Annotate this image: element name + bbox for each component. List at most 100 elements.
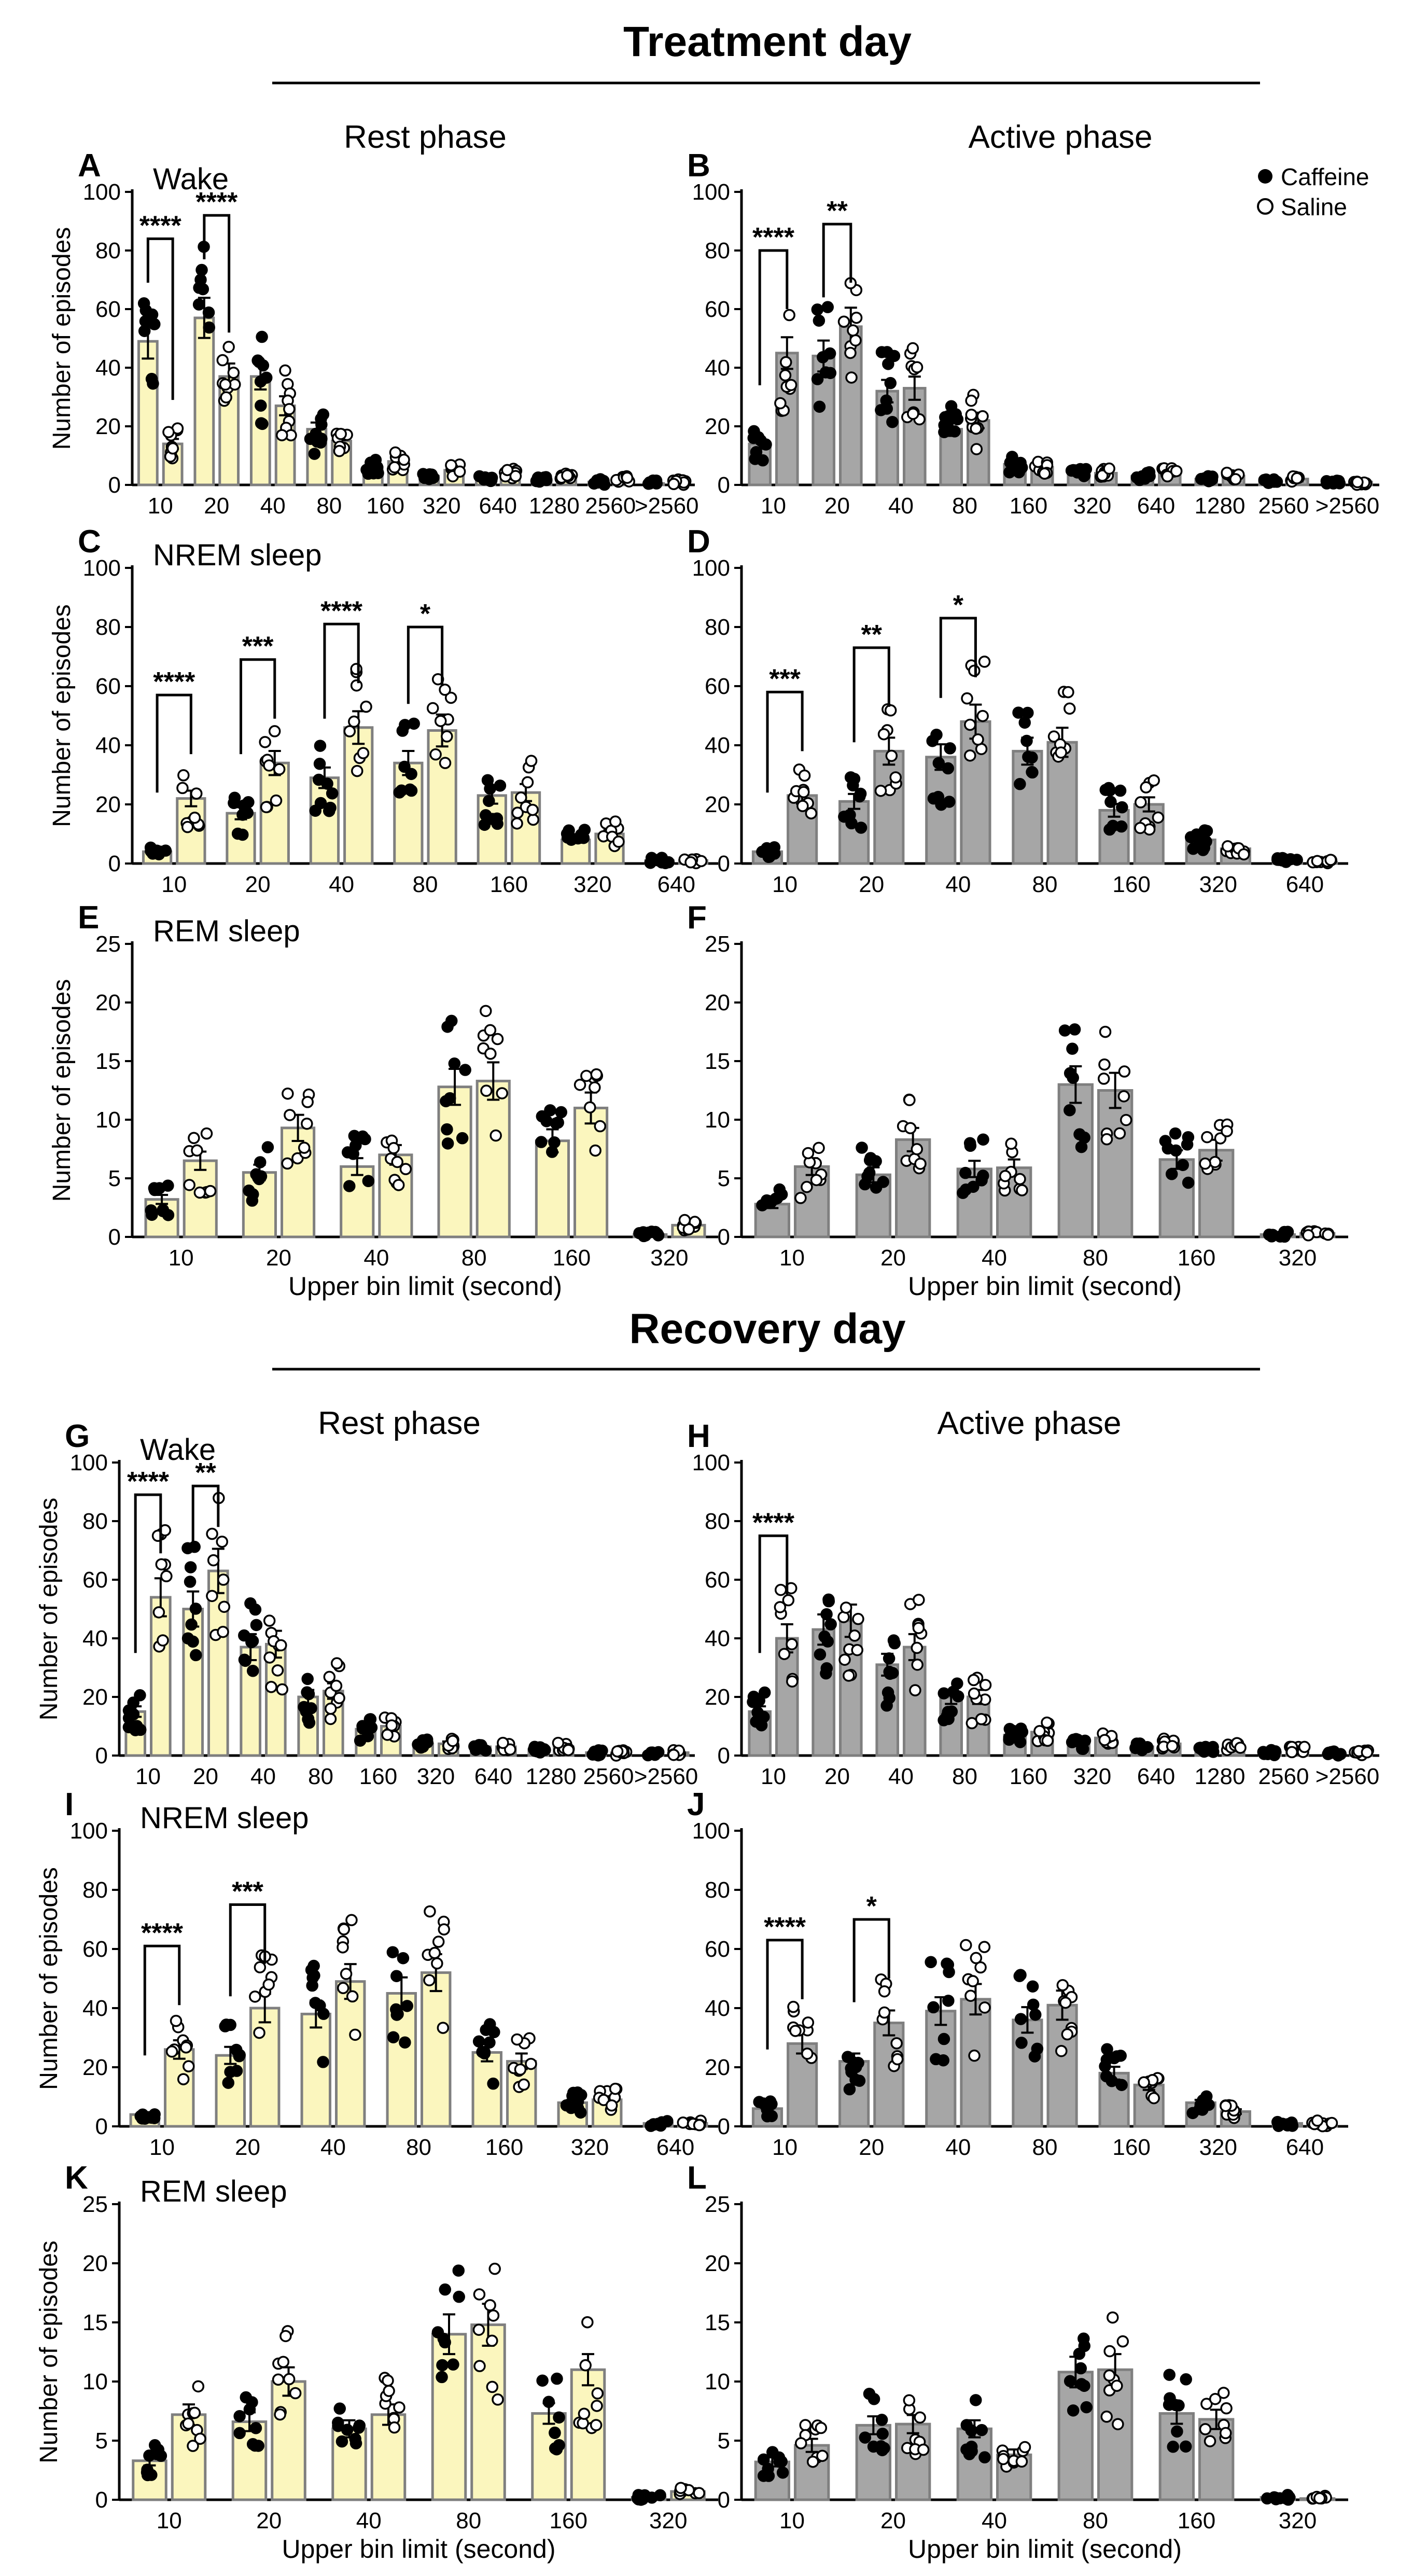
point-saline [798,786,810,799]
point-saline [381,1729,394,1741]
point-saline [439,757,452,769]
significance-label: **** [195,187,238,217]
x-tick-label: 160 [550,2508,587,2533]
point-caffeine [855,821,868,834]
point-saline [903,1094,916,1106]
y-tick-label: 100 [83,179,121,205]
panel-i: I NREM sleep 0 20 40 60 80 100 Number of episode… [35,1787,718,2160]
point-caffeine [254,1156,267,1168]
point-caffeine [546,1146,558,1158]
panel-k: K REM sleep 0 5 10 15 20 25 Number of episodes Up… [35,2160,718,2564]
point-saline [200,1127,213,1140]
point-caffeine [315,419,328,431]
point-saline [787,2000,800,2013]
point-saline [580,1069,593,1082]
point-saline [774,1601,787,1613]
panel-h: H 0 20 40 60 80 100 10 20 40 80 160 320 640 1280 2560 >2… [687,1418,1379,1789]
point-caffeine [321,777,333,790]
point-caffeine [886,415,899,428]
point-saline [1018,2441,1031,2454]
point-caffeine [757,454,769,467]
point-caffeine [249,2422,262,2434]
point-saline [779,369,792,382]
y-tick-label: 0 [718,1743,730,1769]
y-tick-label: 80 [82,1509,108,1534]
point-saline [693,2487,705,2499]
point-saline [383,2385,395,2397]
point-saline [840,1602,852,1614]
point-saline [489,1129,502,1142]
point-saline [968,664,981,677]
y-tick-label: 80 [705,238,730,263]
point-caffeine [776,2466,789,2479]
point-caffeine [1031,2042,1044,2055]
point-caffeine [932,757,945,770]
point-saline [222,341,235,353]
point-saline [220,391,232,403]
point-caffeine [875,346,888,358]
point-caffeine [1327,477,1340,490]
point-caffeine [938,1687,950,1700]
y-tick-label: 80 [95,615,121,640]
x-tick-label: 640 [474,1764,512,1789]
point-saline [968,1687,981,1700]
point-caffeine [362,467,374,480]
point-caffeine [363,1713,376,1725]
significance-bracket [822,222,852,298]
point-saline [1111,2379,1123,2392]
phase-title-recovery-rest: Rest phase [318,1405,481,1441]
bar [939,428,963,486]
point-caffeine [944,742,956,755]
y-tick-label: 40 [95,733,121,758]
point-caffeine [592,476,605,488]
x-tick-label: 10 [761,1764,786,1789]
point-saline [997,2453,1010,2466]
point-caffeine [747,1695,759,1708]
point-caffeine [970,2394,982,2406]
point-saline [260,801,273,814]
y-tick-label: 20 [705,792,730,817]
significance-bracket [240,658,276,755]
point-saline [1322,1229,1334,1241]
panel-letter: G [65,1418,90,1454]
point-caffeine [1193,839,1206,852]
point-caffeine [155,2449,167,2462]
y-tick-label: 0 [95,2114,108,2139]
point-saline [965,394,977,407]
point-caffeine [1100,2053,1113,2066]
point-saline [786,1675,799,1688]
point-saline [903,2394,916,2406]
point-saline [1100,2411,1113,2423]
point-saline [838,1653,851,1666]
bar [903,387,927,486]
point-saline [889,771,902,784]
point-caffeine [1197,2094,1210,2107]
point-caffeine [1075,1140,1088,1153]
point-saline [160,1570,173,1582]
point-caffeine [189,1603,202,1615]
point-saline [848,1630,861,1642]
bar [1097,1089,1134,1238]
point-saline [193,1186,206,1199]
y-tick-label: 10 [705,1107,730,1133]
point-saline [525,2057,537,2070]
point-caffeine [1177,1159,1189,1172]
y-tick-label: 15 [82,2310,108,2335]
y-tick-label: 20 [95,792,121,817]
x-tick-label: 640 [1286,872,1324,897]
point-saline [194,2432,206,2445]
x-tick-label: 10 [135,1764,161,1789]
point-caffeine [773,2456,786,2468]
point-caffeine [1101,2043,1113,2056]
significance-label: *** [242,632,274,662]
point-saline [177,2073,190,2085]
point-saline [794,2437,807,2449]
legend-saline-marker [1257,198,1274,215]
point-caffeine [949,408,962,421]
panel-c: C NREM sleep 0 20 40 60 80 100 Number of episode… [48,524,718,897]
point-saline [216,1535,228,1548]
point-saline [515,791,527,804]
x-tick-label: 40 [260,493,286,519]
y-tick-label: 20 [705,414,730,439]
point-saline [1047,730,1060,743]
